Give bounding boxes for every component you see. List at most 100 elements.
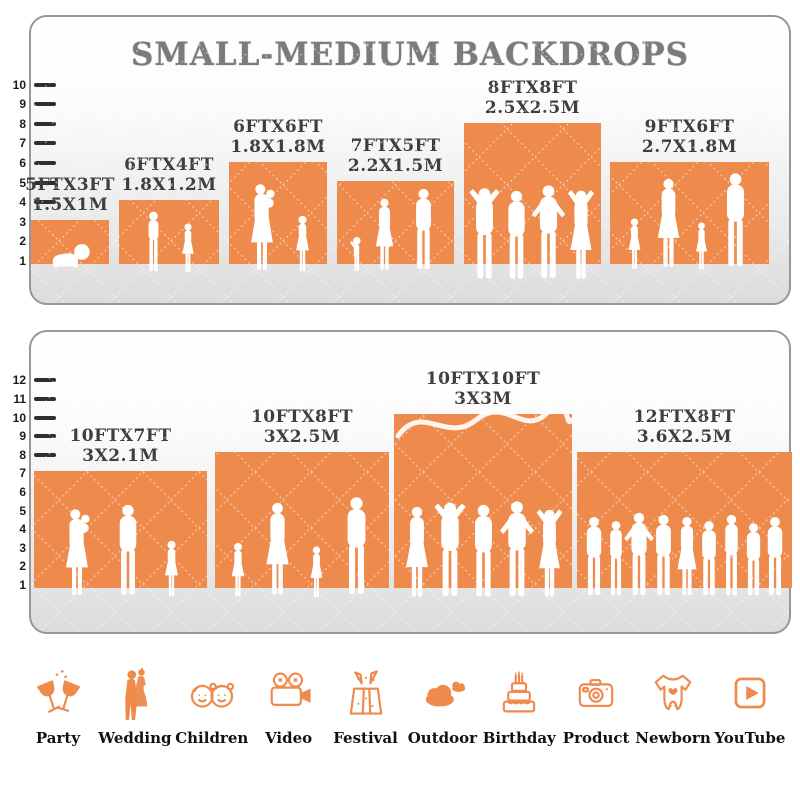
outdoor-icon <box>426 681 466 707</box>
ruler-tick-number: 3 <box>19 214 26 229</box>
backdrop-size-feet: 6FTX6FT <box>233 117 323 137</box>
festival-icon <box>349 670 382 715</box>
backdrop-size-meters: 1.8X1.8M <box>230 137 326 157</box>
ruler-tick-number: 10 <box>12 77 26 92</box>
size-chart-panel-small-medium: SMALL-MEDIUM BACKDROPS 1 2 3 4 5 6 7 8 9 10 5FTX3F… <box>13 15 791 305</box>
ruler-tick <box>34 102 56 107</box>
backdrop-size-feet: 5FTX3FT <box>25 175 115 195</box>
ruler-tick-number: 8 <box>19 116 26 131</box>
ruler-tick-number: 2 <box>19 559 26 574</box>
backdrop-size-feet: 10FTX8FT <box>250 407 354 427</box>
ruler-tick <box>34 397 56 401</box>
category-label: Party <box>35 729 81 747</box>
ruler-tick-number: 12 <box>12 373 26 388</box>
ruler-tick <box>34 121 56 126</box>
backdrop-swatch-5ftx3ft <box>31 220 109 264</box>
backdrop-swatch-8ftx8ft <box>464 123 601 264</box>
ruler-tick-number: 3 <box>19 540 26 555</box>
ruler-tick-number: 8 <box>19 447 26 462</box>
backdrop-size-meters: 1.8X1.2M <box>121 175 217 195</box>
ruler-tick <box>34 415 56 420</box>
backdrop-size-meters: 3X2.1M <box>82 446 159 466</box>
category-item-children: Children <box>175 658 248 778</box>
category-label: Product <box>562 729 630 747</box>
chart-title: SMALL-MEDIUM BACKDROPS <box>131 35 689 73</box>
category-label: Wedding <box>98 729 172 747</box>
backdrop-size-feet: 12FTX8FT <box>633 407 736 427</box>
category-item-party: Party <box>22 658 94 778</box>
ruler-tick <box>34 378 56 383</box>
ruler-tick <box>34 452 56 457</box>
backdrop-size-meters: 3X2.5M <box>263 427 341 447</box>
ruler-tick <box>34 141 56 146</box>
category-item-newborn: Newborn <box>635 658 711 778</box>
party-icon <box>37 670 80 713</box>
category-item-youtube: YouTube <box>714 658 786 778</box>
ruler-tick <box>34 82 56 87</box>
category-label: YouTube <box>714 729 786 747</box>
backdrop-size-feet: 6FTX4FT <box>124 155 214 175</box>
birthday-icon <box>503 671 536 713</box>
video-icon <box>270 672 311 706</box>
ruler-tick-number: 9 <box>19 429 26 444</box>
category-item-festival: Festival <box>330 658 402 778</box>
backdrop-size-label: 10FTX10FT 3X3M <box>426 369 540 409</box>
backdrop-size-meters: 1.5X1M <box>31 195 109 215</box>
category-label: Outdoor <box>407 729 478 747</box>
backdrop-size-label: 8FTX8FT 2.5X2.5M <box>485 78 580 118</box>
wedding-icon <box>125 668 147 720</box>
backdrop-swatch-10ftx10ft <box>394 414 572 588</box>
backdrop-size-label: 6FTX4FT 1.8X1.2M <box>121 155 216 195</box>
backdrop-size-meters: 2.5X2.5M <box>484 98 581 118</box>
ruler-tick-number: 4 <box>19 522 26 537</box>
backdrop-size-label: 7FTX5FT 2.2X1.5M <box>348 136 443 176</box>
category-item-birthday: Birthday <box>482 658 556 778</box>
ruler-tick-number: 5 <box>19 175 26 190</box>
backdrop-size-feet: 9FTX6FT <box>644 117 735 137</box>
backdrop-size-label: 12FTX8FT 3.6X2.5M <box>633 407 735 447</box>
product-icon <box>578 678 614 708</box>
backdrop-swatch-10ftx7ft <box>34 471 207 588</box>
category-label: Video <box>265 729 313 747</box>
children-icon <box>190 682 234 708</box>
backdrop-size-feet: 8FTX8FT <box>487 78 578 98</box>
backdrop-size-label: 10FTX8FT 3X2.5M <box>251 407 353 447</box>
ruler-tick-number: 7 <box>19 466 26 481</box>
category-label: Birthday <box>482 729 556 747</box>
backdrop-swatch-6ftx6ft <box>229 162 327 264</box>
ruler-tick-number: 6 <box>19 485 26 499</box>
ruler-tick-number: 1 <box>19 254 26 268</box>
backdrop-size-meters: 2.7X1.8M <box>641 137 738 157</box>
backdrop-swatch-10ftx8ft <box>215 452 389 588</box>
backdrop-size-meters: 2.2X1.5M <box>347 156 444 176</box>
category-item-wedding: Wedding <box>98 658 172 778</box>
ruler-tick <box>34 161 56 165</box>
youtube-icon <box>734 677 766 709</box>
ruler-tick-number: 5 <box>19 503 26 518</box>
category-label: Festival <box>333 729 398 747</box>
backdrop-swatch-12ftx8ft <box>577 452 792 588</box>
backdrop-size-feet: 10FTX10FT <box>425 369 541 389</box>
ruler-tick <box>34 434 56 439</box>
size-chart-panel-large: 1 2 3 4 5 6 7 8 9 10 11 12 10FTX7FT 3X2.1M 10FTX8FT 3X2… <box>13 330 792 634</box>
backdrop-swatch-9ftx6ft <box>610 162 769 264</box>
category-item-outdoor: Outdoor <box>406 658 478 778</box>
ruler-tick-number: 1 <box>19 578 26 592</box>
ruler-tick-number: 4 <box>19 195 26 210</box>
ruler-tick-number: 7 <box>19 136 26 151</box>
category-item-video: Video <box>253 658 325 778</box>
category-label: Newborn <box>635 729 711 747</box>
ruler-tick-number: 2 <box>19 234 26 249</box>
backdrop-size-feet: 7FTX5FT <box>350 136 441 156</box>
backdrop-size-meters: 3X3M <box>454 389 512 409</box>
ruler-tick-number: 10 <box>12 410 26 425</box>
backdrop-size-feet: 10FTX7FT <box>69 426 172 446</box>
backdrop-size-label: 6FTX6FT 1.8X1.8M <box>230 117 325 157</box>
backdrop-swatch-7ftx5ft <box>337 181 454 264</box>
backdrop-size-meters: 3.6X2.5M <box>636 427 733 447</box>
newborn-icon <box>654 674 692 711</box>
ruler-tick-number: 11 <box>13 392 26 406</box>
backdrop-swatch-6ftx4ft <box>119 200 219 264</box>
ruler-tick-number: 9 <box>19 97 26 112</box>
backdrop-size-label: 9FTX6FT 2.7X1.8M <box>642 117 737 157</box>
